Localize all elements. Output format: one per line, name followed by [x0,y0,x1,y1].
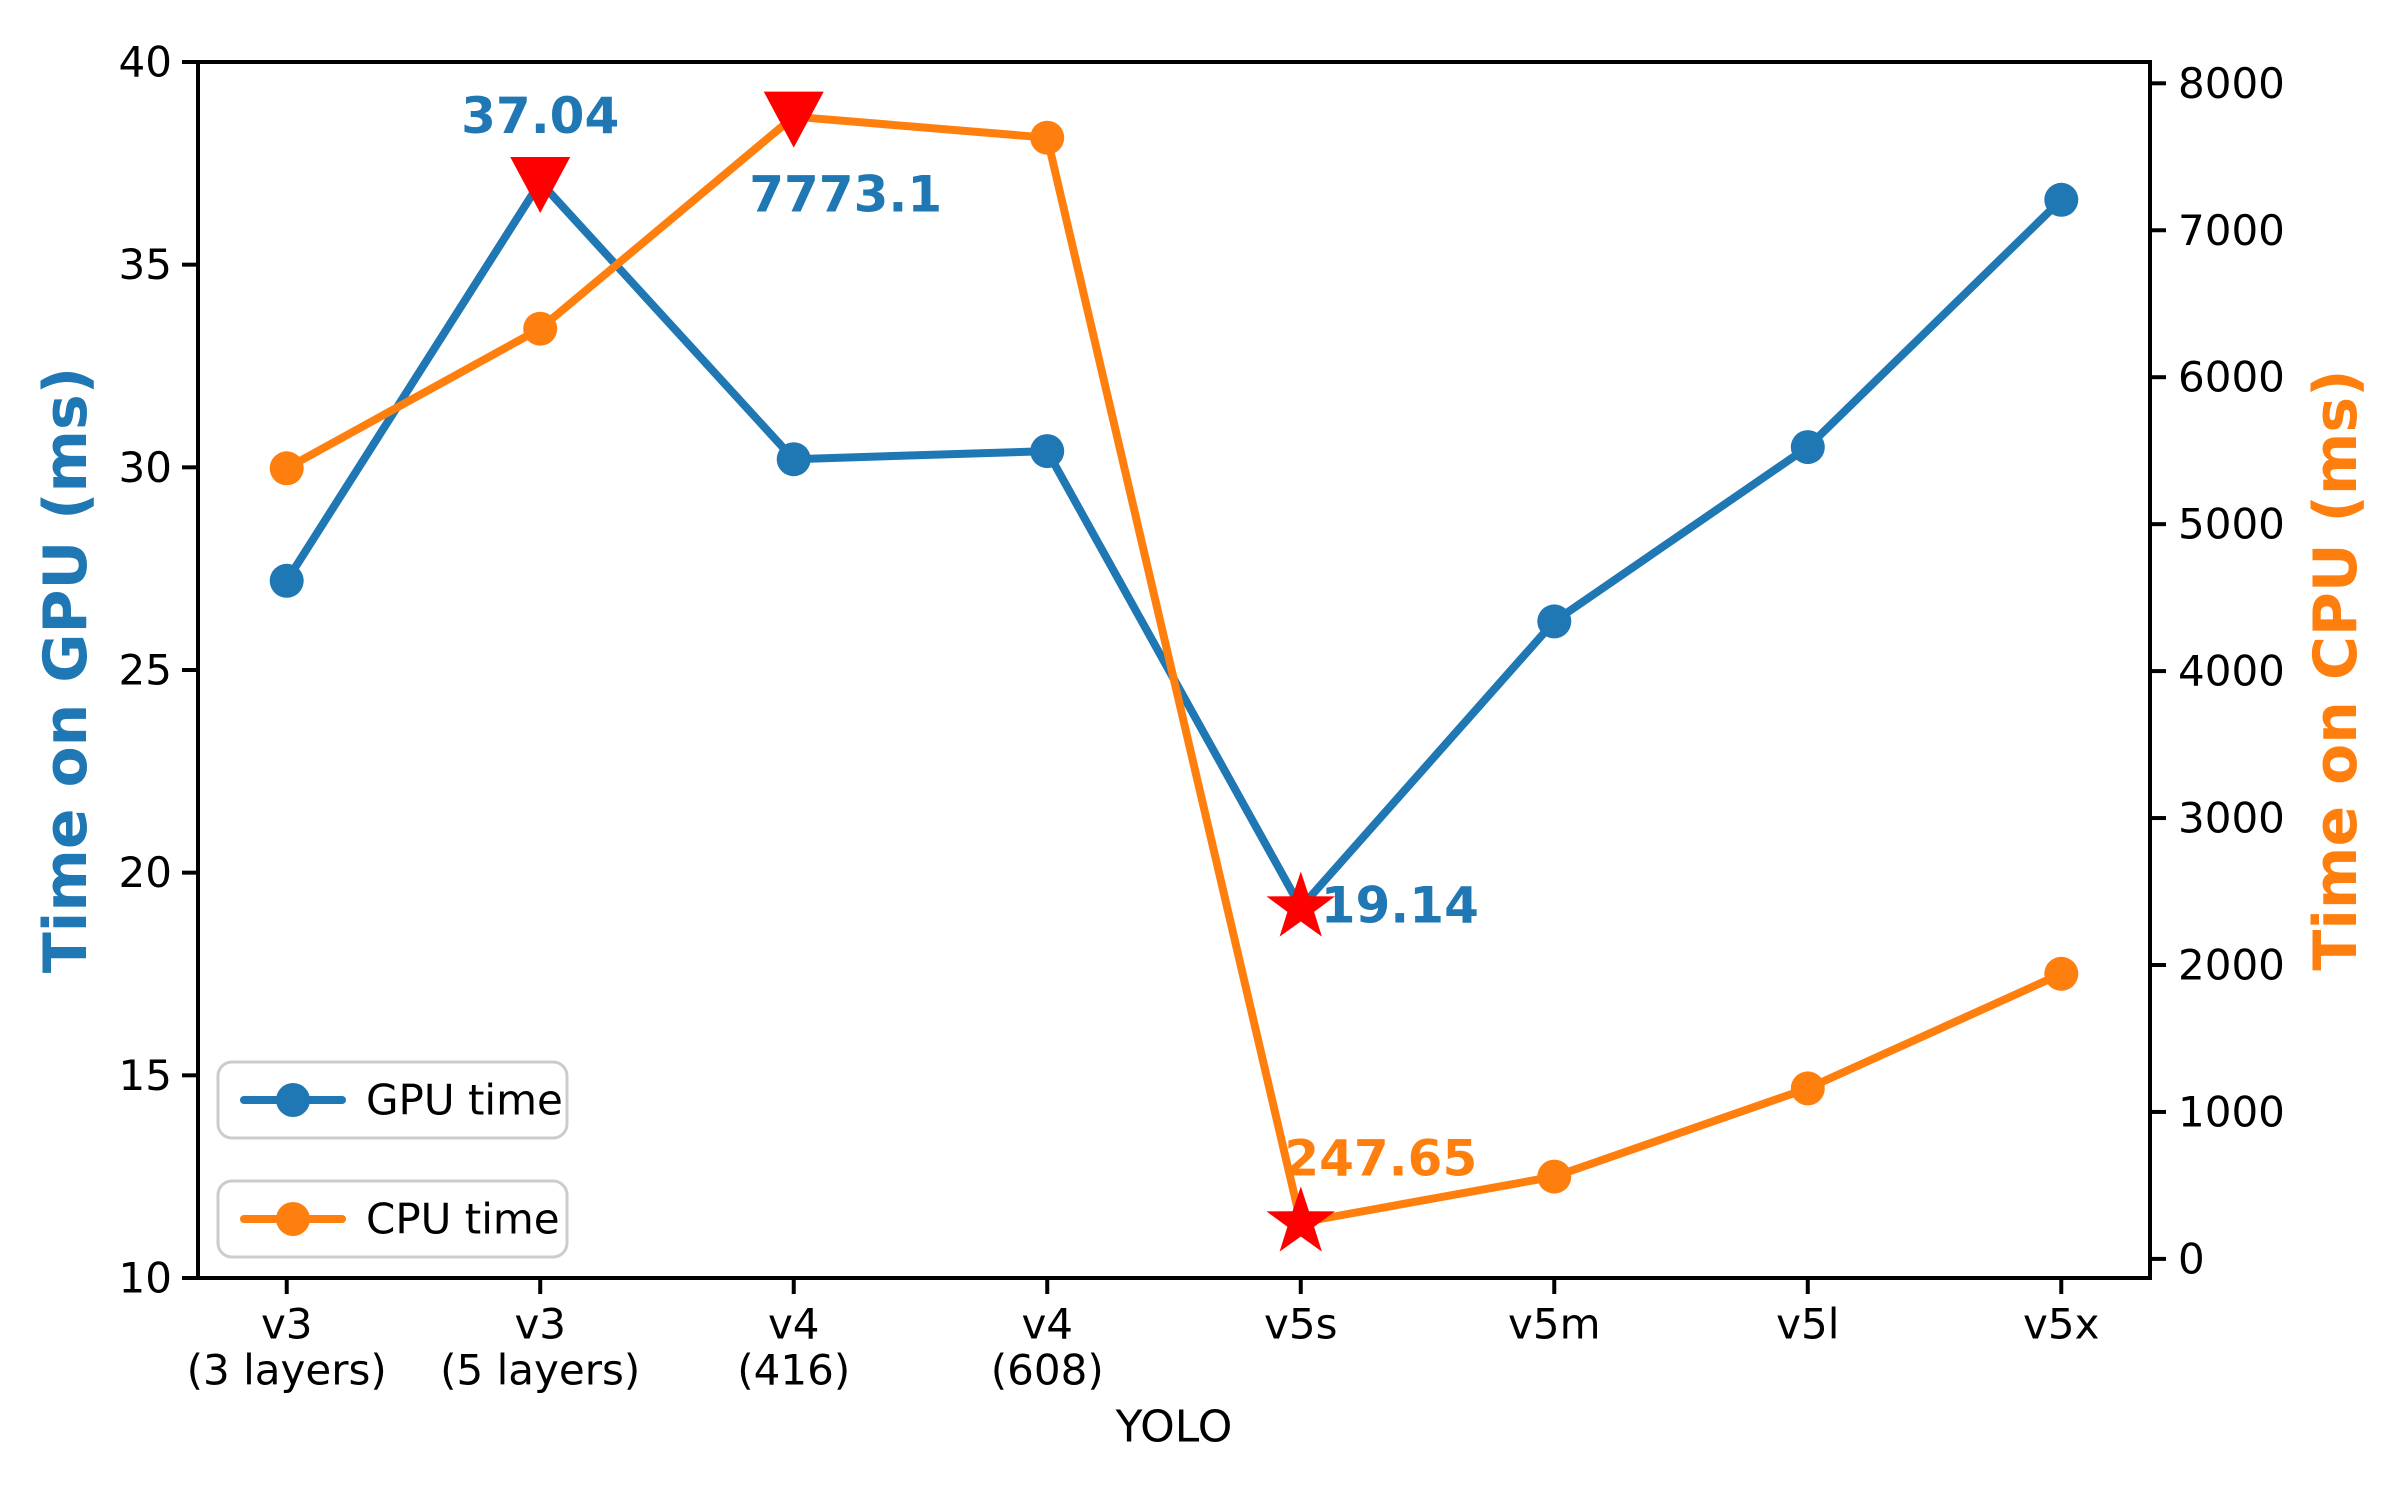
cpu-point-marker [2044,956,2079,991]
gpu-point-marker [2044,182,2079,217]
y-tick-label-left: 30 [119,443,172,492]
gpu-point-marker [1537,604,1572,639]
cpu-point-marker [1537,1159,1572,1194]
y-tick-label-right: 0 [2178,1234,2205,1283]
x-tick-label: (416) [737,1346,850,1395]
y-tick-label-right: 2000 [2178,940,2285,989]
x-tick-label: (608) [991,1346,1104,1395]
highlight-star-marker [1266,871,1335,937]
annotation-value-label: 7773.1 [749,166,942,224]
x-tick-label: v5l [1776,1300,1839,1349]
x-tick-label: v3 [261,1300,313,1349]
y-tick-label-left: 25 [119,646,172,695]
x-tick-label: (5 layers) [440,1346,640,1395]
y-tick-label-left: 35 [119,240,172,289]
gpu-point-marker [776,442,811,477]
plot-area: 10 15 20 25 30 35 40 0 1000 2000 3000 4000 5000 6000 7… [119,38,2285,1395]
cpu-point-marker [269,451,304,486]
x-tick-label: v5m [1508,1300,1601,1349]
y-tick-label-right: 4000 [2178,647,2285,696]
highlight-triangle-marker [763,91,824,148]
cpu-line [282,112,2066,1227]
y-tick-label-right: 5000 [2178,500,2285,549]
x-tick-label: v4 [768,1300,820,1349]
x-axis-label: YOLO [1115,1402,1233,1453]
gpu-point-marker [1030,434,1065,469]
annotation-value-label: 37.04 [461,87,619,145]
annotation-value-label: 19.14 [1321,877,1479,935]
y-tick-label-left: 40 [119,38,172,87]
gpu-point-marker [269,563,304,598]
y-tick-label-right: 3000 [2178,794,2285,843]
y-axis-label-left: Time on GPU (ms) [31,367,101,973]
gpu-line [282,178,2066,912]
legend-gpu-box [216,1060,569,1140]
x-tick-label: v3 [514,1300,566,1349]
cpu-point-marker [1030,120,1065,155]
gpu-point-marker [1790,430,1825,465]
x-tick-label: v5s [1264,1300,1337,1349]
y-tick-label-right: 8000 [2178,59,2285,108]
cpu-point-marker [1790,1071,1825,1106]
y-tick-label-right: 7000 [2178,206,2285,255]
y-tick-label-left: 10 [119,1254,172,1303]
legend-cpu-label: CPU time [366,1195,560,1244]
x-tick-label: v4 [1021,1300,1073,1349]
y-tick-label-left: 20 [119,848,172,897]
y-tick-label-right: 6000 [2178,353,2285,402]
highlight-triangle-marker [510,156,571,213]
legend-cpu-box [216,1179,569,1259]
y-tick-label-right: 1000 [2178,1087,2285,1136]
x-tick-label: (3 layers) [187,1346,387,1395]
y-tick-label-left: 15 [119,1051,172,1100]
y-axis-label-right: Time on CPU (ms) [2301,369,2371,970]
annotation-value-label: 247.65 [1284,1130,1477,1188]
highlight-star-marker [1266,1186,1335,1252]
legend-gpu-label: GPU time [366,1076,563,1125]
x-tick-label: v5x [2023,1300,2099,1349]
cpu-point-marker [523,311,558,346]
legend-cpu-marker [276,1202,310,1236]
legend-gpu-marker [276,1083,310,1117]
legend-cpu: CPU time [216,1179,569,1259]
legend-gpu: GPU time [216,1060,569,1140]
